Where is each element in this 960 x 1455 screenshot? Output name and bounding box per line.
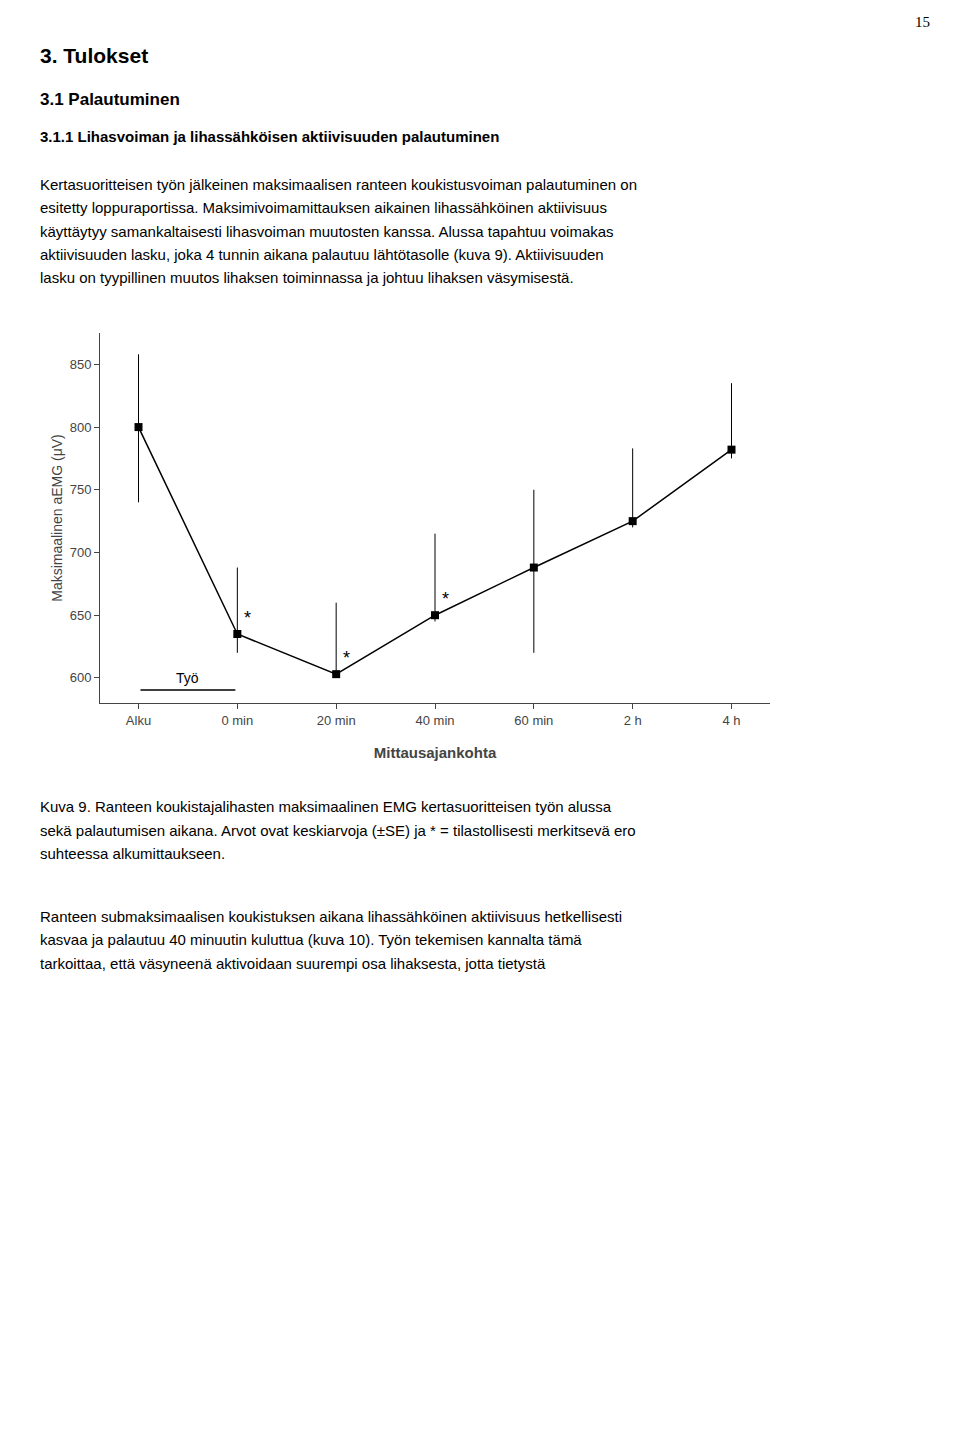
svg-text:*: * xyxy=(442,589,449,609)
svg-text:20 min: 20 min xyxy=(317,713,356,728)
svg-text:40 min: 40 min xyxy=(415,713,454,728)
svg-text:Alku: Alku xyxy=(126,713,151,728)
svg-text:2 h: 2 h xyxy=(624,713,642,728)
html-text:3.1.1 Lihasvoiman ja lihassähk: 3.1.1 Lihasvoiman ja lihassähköisen akti… xyxy=(40,128,500,145)
svg-text:60 min: 60 min xyxy=(514,713,553,728)
html-text:3.1 Palautuminen: 3.1 Palautuminen xyxy=(40,90,180,109)
svg-text:800: 800 xyxy=(70,420,92,435)
html-text:sekä palautumisen aikana. Arvo: sekä palautumisen aikana. Arvot ovat kes… xyxy=(40,821,636,839)
svg-text:Mittausajankohta: Mittausajankohta xyxy=(374,744,497,761)
html-text:15: 15 xyxy=(915,14,930,30)
svg-text:*: * xyxy=(244,608,251,628)
svg-text:750: 750 xyxy=(70,483,92,498)
svg-text:650: 650 xyxy=(70,608,92,623)
svg-text:700: 700 xyxy=(70,545,92,560)
svg-text:Maksimaalinen aEMG (μV): Maksimaalinen aEMG (μV) xyxy=(49,434,65,602)
svg-text:Työ: Työ xyxy=(176,670,199,686)
html-text:Kertasuoritteisen työn jälkein: Kertasuoritteisen työn jälkeinen maksima… xyxy=(40,176,637,286)
svg-text:4 h: 4 h xyxy=(722,713,740,728)
html-text:suhteessa alkumittaukseen.: suhteessa alkumittaukseen. xyxy=(40,844,226,862)
html-text:Ranteen submaksimaalisen kouki: Ranteen submaksimaalisen koukistuksen ai… xyxy=(40,908,622,972)
svg-text:850: 850 xyxy=(70,357,92,372)
html-text:Kuva 9. Ranteen koukistajaliha: Kuva 9. Ranteen koukistajalihasten maksi… xyxy=(40,798,612,816)
svg-text:600: 600 xyxy=(70,671,92,686)
svg-text:0 min: 0 min xyxy=(221,713,253,728)
svg-text:*: * xyxy=(343,648,350,668)
html-text:3. Tulokset: 3. Tulokset xyxy=(40,44,149,67)
